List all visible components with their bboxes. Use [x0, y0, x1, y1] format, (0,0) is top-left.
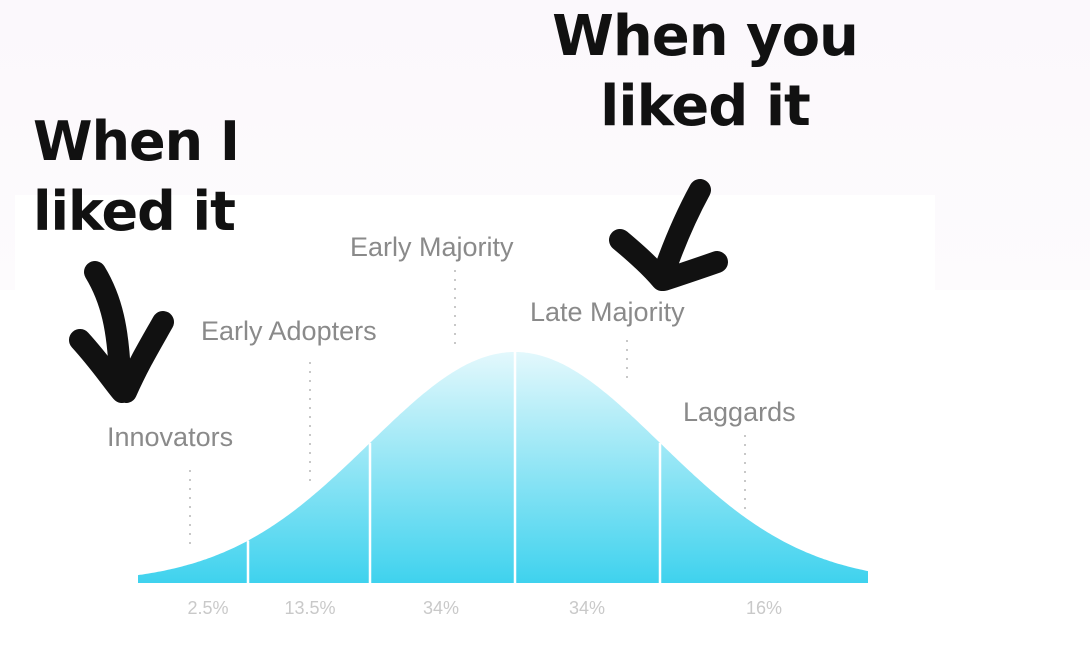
category-label-innovators: Innovators: [107, 422, 234, 452]
category-label-late-majority: Late Majority: [530, 297, 685, 327]
value-label-late-majority: 34%: [568, 598, 606, 618]
meme-caption-left: When I liked it: [33, 110, 240, 243]
category-label-early-majority: Early Majority: [350, 232, 514, 262]
meme-caption-right: When you liked it: [552, 4, 859, 139]
value-label-laggards: 16%: [745, 598, 783, 618]
category-label-laggards: Laggards: [683, 397, 796, 427]
category-label-early-adopters: Early Adopters: [201, 316, 377, 346]
value-label-innovators: 2.5%: [187, 598, 229, 618]
arrow-down-icon: [609, 179, 728, 291]
bell-curve-area: [138, 352, 868, 583]
value-label-early-majority: 34%: [422, 598, 460, 618]
arrow-down-icon: [69, 261, 174, 403]
value-label-early-adopters: 13.5%: [284, 598, 336, 618]
